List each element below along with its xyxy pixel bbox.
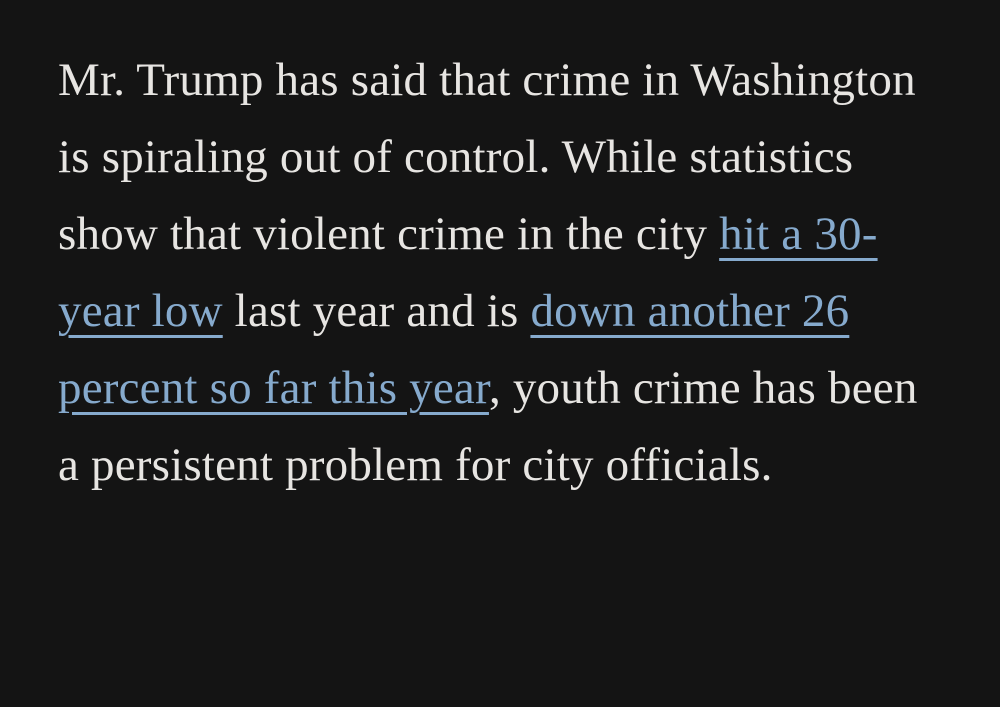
- link-30-year-low[interactable]: hit a 30-year low: [58, 208, 878, 337]
- paragraph-text-segment: , youth crime has been a persistent prob…: [58, 362, 918, 491]
- link-down-26-percent[interactable]: down another 26 percent so far this year: [58, 285, 850, 414]
- paragraph-text-segment: last year and is: [222, 285, 531, 337]
- article-paragraph: Mr. Trump has said that crime in Washing…: [58, 42, 942, 504]
- paragraph-text-segment: Mr. Trump has said that crime in Washing…: [58, 54, 916, 260]
